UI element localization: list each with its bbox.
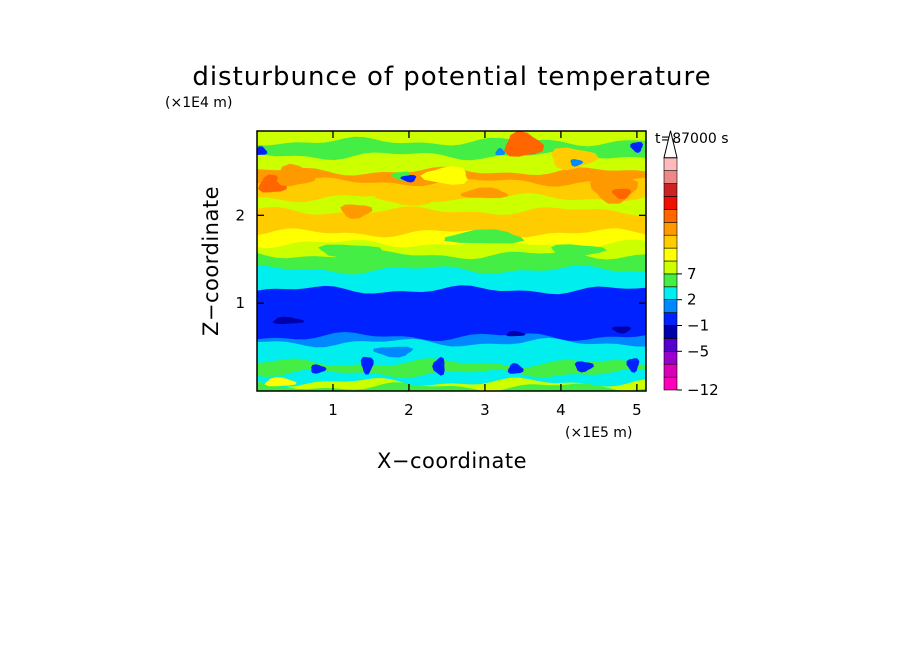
contour-patch	[574, 361, 594, 373]
contour-patch	[612, 188, 632, 200]
colorbar-label: −12	[687, 381, 719, 399]
colorbar-swatch	[663, 234, 678, 249]
colorbar: −12−5−127	[663, 130, 719, 399]
chart-title: disturbunce of potential temperature	[192, 62, 711, 92]
colorbar-swatch	[663, 170, 678, 184]
x-scale-note: (×1E5 m)	[565, 425, 632, 441]
colorbar-swatch	[663, 286, 678, 300]
colorbar-swatch	[663, 338, 678, 352]
contour-patch	[420, 166, 468, 185]
colorbar-label: −1	[687, 317, 709, 335]
contour-patch	[550, 244, 607, 258]
contour-patch	[400, 175, 417, 183]
colorbar-swatch	[663, 376, 678, 391]
contour-patch	[507, 363, 524, 374]
contour-patch	[444, 229, 525, 244]
colorbar-swatch	[663, 350, 678, 365]
colorbar-swatch	[663, 260, 678, 275]
colorbar-label: 7	[687, 265, 697, 283]
colorbar-swatch	[663, 325, 678, 339]
x-axis-label: X−coordinate	[377, 449, 527, 473]
colorbar-swatch	[663, 273, 678, 288]
contour-patches	[257, 131, 643, 387]
contour-field	[257, 131, 646, 391]
y-axis-label: Z−coordinate	[199, 186, 223, 336]
contour-patch	[311, 364, 327, 374]
y-axis-ticks: 12	[235, 206, 646, 312]
x-tick-label: 3	[480, 401, 490, 419]
contour-patch	[340, 204, 373, 219]
contour-patch	[528, 351, 568, 361]
contour-patch	[432, 356, 445, 376]
x-tick-label: 2	[404, 401, 414, 419]
contour-band	[257, 131, 646, 147]
colorbar-swatch	[663, 299, 678, 313]
colorbar-swatch	[663, 183, 678, 197]
colorbar-label: −5	[687, 342, 709, 360]
contour-patch	[626, 358, 640, 373]
time-label: t=87000 s	[655, 131, 729, 147]
contour-patch	[257, 146, 268, 155]
colorbar-swatch	[663, 312, 678, 326]
contour-patch	[551, 147, 599, 171]
x-tick-label: 1	[328, 401, 338, 419]
contour-bands	[257, 131, 646, 391]
contour-patch	[570, 159, 584, 167]
y-tick-label: 1	[235, 294, 245, 312]
colorbar-swatch	[663, 363, 678, 378]
colorbar-swatch	[663, 196, 678, 210]
colorbar-swatch	[663, 157, 678, 172]
x-tick-label: 5	[632, 401, 642, 419]
contour-patch	[360, 357, 374, 375]
colorbar-swatch	[663, 222, 678, 236]
contour-patch	[495, 148, 505, 156]
colorbar-extend-triangle	[663, 130, 678, 159]
x-tick-label: 4	[556, 401, 566, 419]
contour-patch	[374, 191, 439, 206]
contour-patch	[318, 244, 383, 258]
y-scale-note: (×1E4 m)	[165, 95, 232, 111]
contour-patch	[506, 330, 526, 337]
colorbar-swatch	[663, 209, 678, 223]
contour-patch	[460, 187, 509, 198]
plot-frame	[256, 130, 647, 392]
x-axis-ticks: 1 2 3 4 5	[328, 131, 642, 419]
contour-patch	[276, 163, 317, 187]
colorbar-label: 2	[687, 291, 697, 309]
colorbar-swatch	[663, 247, 678, 262]
contour-patch	[373, 346, 414, 358]
contour-patch	[504, 131, 545, 157]
contour-patch	[272, 316, 305, 325]
y-tick-label: 2	[235, 206, 245, 224]
contour-patch	[630, 142, 643, 153]
contour-patch	[612, 326, 632, 334]
contour-patch	[264, 377, 297, 387]
